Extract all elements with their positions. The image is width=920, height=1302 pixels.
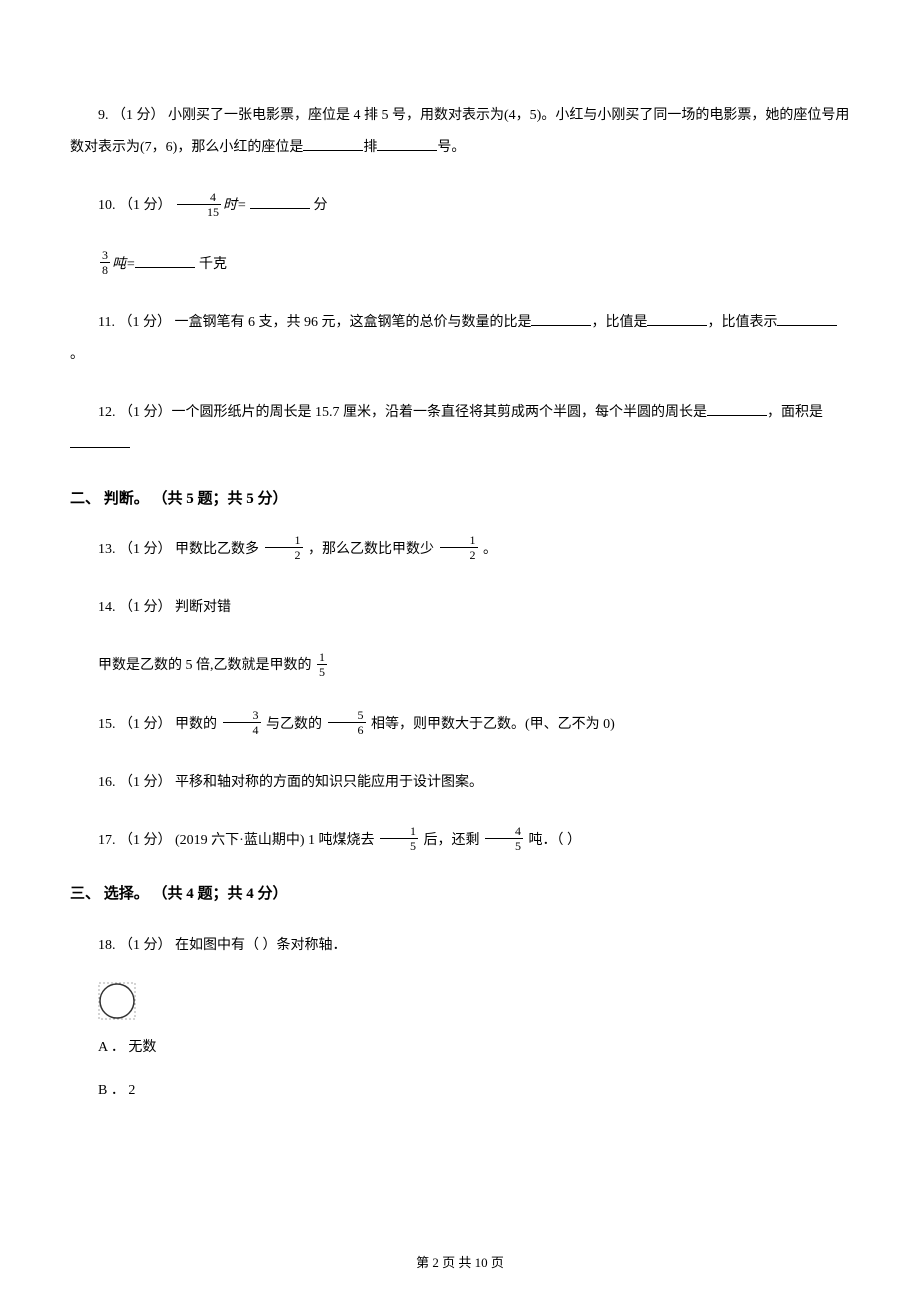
question-14-line1: 14. （1 分） 判断对错 bbox=[70, 592, 850, 624]
q18-label: 18. bbox=[98, 938, 116, 953]
fraction-4-15: 415 bbox=[177, 191, 221, 218]
blank bbox=[70, 433, 130, 448]
unit-after: 分 bbox=[313, 198, 327, 213]
q11-mid2: ，比值表示 bbox=[707, 315, 777, 330]
q10-points: （1 分） bbox=[119, 198, 172, 213]
unit: 时= bbox=[223, 198, 246, 213]
q16-label: 16. bbox=[98, 775, 116, 790]
q14-points: （1 分） bbox=[119, 600, 172, 615]
q12-text-a: 一个圆形纸片的周长是 15.7 厘米，沿着一条直径将其剪成两个半圆，每个半圆的周… bbox=[172, 405, 708, 420]
q18-points: （1 分） bbox=[119, 938, 172, 953]
q11-label: 11. bbox=[98, 315, 115, 330]
question-17: 17. （1 分） (2019 六下·蓝山期中) 1 吨煤烧去 15 后，还剩 … bbox=[70, 825, 850, 857]
q10-label: 10. bbox=[98, 198, 116, 213]
q11-mid1: ，比值是 bbox=[591, 315, 647, 330]
blank bbox=[531, 311, 591, 326]
fraction-1-2: 12 bbox=[265, 534, 303, 561]
q12-mid1: ，面积是 bbox=[767, 405, 823, 420]
blank bbox=[777, 311, 837, 326]
q17-label: 17. bbox=[98, 833, 116, 848]
question-12: 12. （1 分）一个圆形纸片的周长是 15.7 厘米，沿着一条直径将其剪成两个… bbox=[70, 397, 850, 461]
q13-points: （1 分） bbox=[119, 542, 172, 557]
q12-label: 12. bbox=[98, 405, 116, 420]
q17-points: （1 分） bbox=[119, 833, 172, 848]
q11-points: （1 分） bbox=[118, 315, 171, 330]
fraction-1-5: 15 bbox=[317, 651, 327, 678]
q13-label: 13. bbox=[98, 542, 116, 557]
q16-points: （1 分） bbox=[119, 775, 172, 790]
q9-mid1: 排 bbox=[363, 140, 377, 155]
question-11: 11. （1 分） 一盒钢笔有 6 支，共 96 元，这盒钢笔的总价与数量的比是… bbox=[70, 307, 850, 371]
q11-end: 。 bbox=[70, 347, 84, 362]
fraction-4-5: 45 bbox=[485, 825, 523, 852]
q9-label: 9. bbox=[98, 108, 109, 123]
blank bbox=[135, 253, 195, 268]
fraction-3-8: 38 bbox=[100, 249, 110, 276]
q14-label: 14. bbox=[98, 600, 116, 615]
q18-figure bbox=[98, 982, 136, 1020]
question-9: 9. （1 分） 小刚买了一张电影票，座位是 4 排 5 号，用数对表示为(4，… bbox=[70, 100, 850, 164]
question-18: 18. （1 分） 在如图中有（ ）条对称轴． bbox=[70, 930, 850, 962]
fraction-1-5: 15 bbox=[380, 825, 418, 852]
q15-points: （1 分） bbox=[119, 717, 172, 732]
blank bbox=[707, 401, 767, 416]
q9-mid2: 号。 bbox=[437, 140, 465, 155]
question-10-line2: 38吨= 千克 bbox=[98, 249, 850, 281]
q15-label: 15. bbox=[98, 717, 116, 732]
section-2-heading: 二、 判断。 （共 5 题；共 5 分） bbox=[70, 488, 850, 511]
question-16: 16. （1 分） 平移和轴对称的方面的知识只能应用于设计图案。 bbox=[70, 767, 850, 799]
question-15: 15. （1 分） 甲数的 34 与乙数的 56 相等，则甲数大于乙数。(甲、乙… bbox=[70, 709, 850, 741]
page-footer: 第 2 页 共 10 页 bbox=[0, 1253, 920, 1273]
blank bbox=[250, 194, 310, 209]
option-b: B ． 2 bbox=[70, 1080, 850, 1101]
blank bbox=[647, 311, 707, 326]
fraction-1-2: 12 bbox=[440, 534, 478, 561]
unit-after: 千克 bbox=[199, 257, 227, 272]
fraction-5-6: 56 bbox=[328, 709, 366, 736]
q9-points: （1 分） bbox=[112, 108, 165, 123]
question-14-line2: 甲数是乙数的 5 倍,乙数就是甲数的 15 bbox=[98, 650, 850, 682]
q11-text-a: 一盒钢笔有 6 支，共 96 元，这盒钢笔的总价与数量的比是 bbox=[174, 315, 531, 330]
unit: 吨= bbox=[112, 257, 135, 272]
blank bbox=[303, 136, 363, 151]
fraction-3-4: 34 bbox=[223, 709, 261, 736]
option-a: A ． 无数 bbox=[70, 1037, 850, 1058]
q12-points: （1 分） bbox=[119, 405, 172, 420]
question-13: 13. （1 分） 甲数比乙数多 12 ，那么乙数比甲数少 12 。 bbox=[70, 534, 850, 566]
blank bbox=[377, 136, 437, 151]
section-3-heading: 三、 选择。 （共 4 题；共 4 分） bbox=[70, 883, 850, 906]
question-10-line1: 10. （1 分） 415时= 分 bbox=[70, 190, 850, 222]
